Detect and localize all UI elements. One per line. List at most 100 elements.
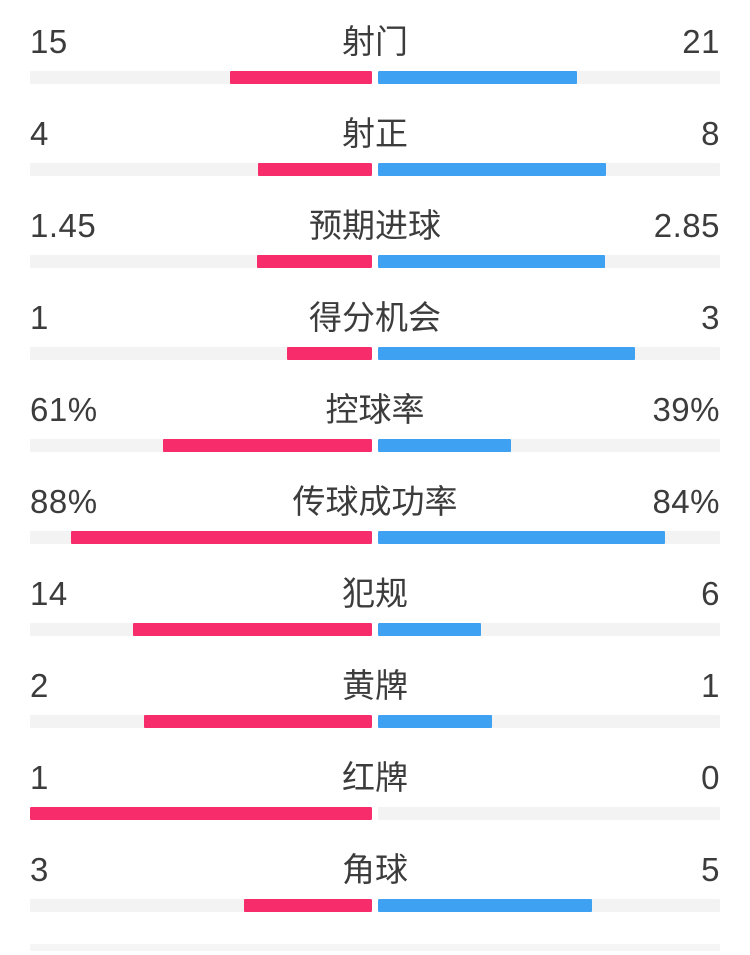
stat-label: 角球 — [342, 851, 408, 888]
stat-row: 4 射正 8 — [30, 116, 720, 176]
stat-bar-track — [30, 807, 720, 820]
left-bar — [229, 71, 372, 84]
left-bar-track — [30, 531, 372, 544]
left-bar — [286, 347, 372, 360]
right-value: 5 — [701, 851, 720, 888]
stat-row-header: 1 得分机会 3 — [30, 300, 720, 336]
left-value: 1 — [30, 299, 49, 336]
right-bar-track — [378, 439, 720, 452]
stat-row-header: 2 黄牌 1 — [30, 668, 720, 704]
right-bar — [378, 255, 605, 268]
right-bar-track — [378, 71, 720, 84]
right-value: 6 — [701, 575, 720, 612]
stat-row-header: 1 红牌 0 — [30, 760, 720, 796]
stat-row-header: 61% 控球率 39% — [30, 392, 720, 428]
left-value: 1.45 — [30, 207, 97, 244]
stat-label: 控球率 — [325, 391, 425, 428]
next-row-partial-track — [30, 944, 720, 951]
stat-label: 射正 — [342, 115, 408, 152]
stat-row-header: 15 射门 21 — [30, 24, 720, 60]
right-value: 0 — [701, 759, 720, 796]
left-bar — [163, 439, 372, 452]
stat-bar-track — [30, 347, 720, 360]
left-bar — [256, 255, 372, 268]
right-bar — [378, 163, 606, 176]
stat-label: 得分机会 — [309, 299, 441, 336]
stat-row: 14 犯规 6 — [30, 576, 720, 636]
stat-bar-track — [30, 623, 720, 636]
right-bar — [378, 439, 512, 452]
left-bar-track — [30, 715, 372, 728]
stat-label: 红牌 — [342, 759, 408, 796]
stat-row-header: 1.45 预期进球 2.85 — [30, 208, 720, 244]
right-bar-track — [378, 163, 720, 176]
left-value: 2 — [30, 667, 49, 704]
stat-row: 1 得分机会 3 — [30, 300, 720, 360]
left-bar-track — [30, 347, 372, 360]
left-bar — [132, 623, 372, 636]
left-bar-track — [30, 807, 372, 820]
left-value: 15 — [30, 23, 68, 60]
right-bar — [378, 715, 492, 728]
right-bar — [378, 347, 635, 360]
right-bar-track — [378, 715, 720, 728]
stat-row: 88% 传球成功率 84% — [30, 484, 720, 544]
right-bar-track — [378, 899, 720, 912]
stat-bar-track — [30, 439, 720, 452]
stat-row-header: 3 角球 5 — [30, 852, 720, 888]
right-value: 21 — [682, 23, 720, 60]
stat-row-header: 14 犯规 6 — [30, 576, 720, 612]
left-bar — [71, 531, 372, 544]
left-bar — [30, 807, 372, 820]
stat-bar-track — [30, 899, 720, 912]
right-value: 84% — [652, 483, 720, 520]
right-bar-track — [378, 347, 720, 360]
right-value: 3 — [701, 299, 720, 336]
left-value: 1 — [30, 759, 49, 796]
left-value: 4 — [30, 115, 49, 152]
stat-row: 1 红牌 0 — [30, 760, 720, 820]
left-bar-track — [30, 71, 372, 84]
left-bar — [243, 899, 372, 912]
stat-row-header: 88% 传球成功率 84% — [30, 484, 720, 520]
left-bar-track — [30, 439, 372, 452]
right-bar-track — [378, 807, 720, 820]
right-bar — [378, 531, 666, 544]
left-bar — [144, 715, 372, 728]
stat-bar-track — [30, 255, 720, 268]
right-bar-track — [378, 255, 720, 268]
left-value: 88% — [30, 483, 98, 520]
right-value: 2.85 — [653, 207, 720, 244]
left-bar-track — [30, 255, 372, 268]
stat-label: 犯规 — [342, 575, 408, 612]
right-value: 8 — [701, 115, 720, 152]
left-value: 14 — [30, 575, 68, 612]
stat-bar-track — [30, 715, 720, 728]
right-bar-track — [378, 623, 720, 636]
stat-bar-track — [30, 163, 720, 176]
stats-list: 15 射门 21 4 射正 8 1. — [30, 24, 720, 912]
right-bar — [378, 71, 578, 84]
right-value: 39% — [652, 391, 720, 428]
stat-label: 传球成功率 — [292, 483, 458, 520]
left-bar — [258, 163, 372, 176]
left-value: 3 — [30, 851, 49, 888]
right-value: 1 — [701, 667, 720, 704]
left-bar-track — [30, 899, 372, 912]
stat-label: 射门 — [342, 23, 408, 60]
stat-label: 黄牌 — [342, 667, 408, 704]
stat-row-header: 4 射正 8 — [30, 116, 720, 152]
stat-row: 2 黄牌 1 — [30, 668, 720, 728]
stat-bar-track — [30, 71, 720, 84]
left-value: 61% — [30, 391, 98, 428]
left-bar-track — [30, 623, 372, 636]
stat-label: 预期进球 — [309, 207, 441, 244]
stat-row: 3 角球 5 — [30, 852, 720, 912]
left-bar-track — [30, 163, 372, 176]
stat-row: 15 射门 21 — [30, 24, 720, 84]
right-bar-track — [378, 531, 720, 544]
right-bar — [378, 623, 481, 636]
right-bar — [378, 899, 592, 912]
stat-row: 1.45 预期进球 2.85 — [30, 208, 720, 268]
